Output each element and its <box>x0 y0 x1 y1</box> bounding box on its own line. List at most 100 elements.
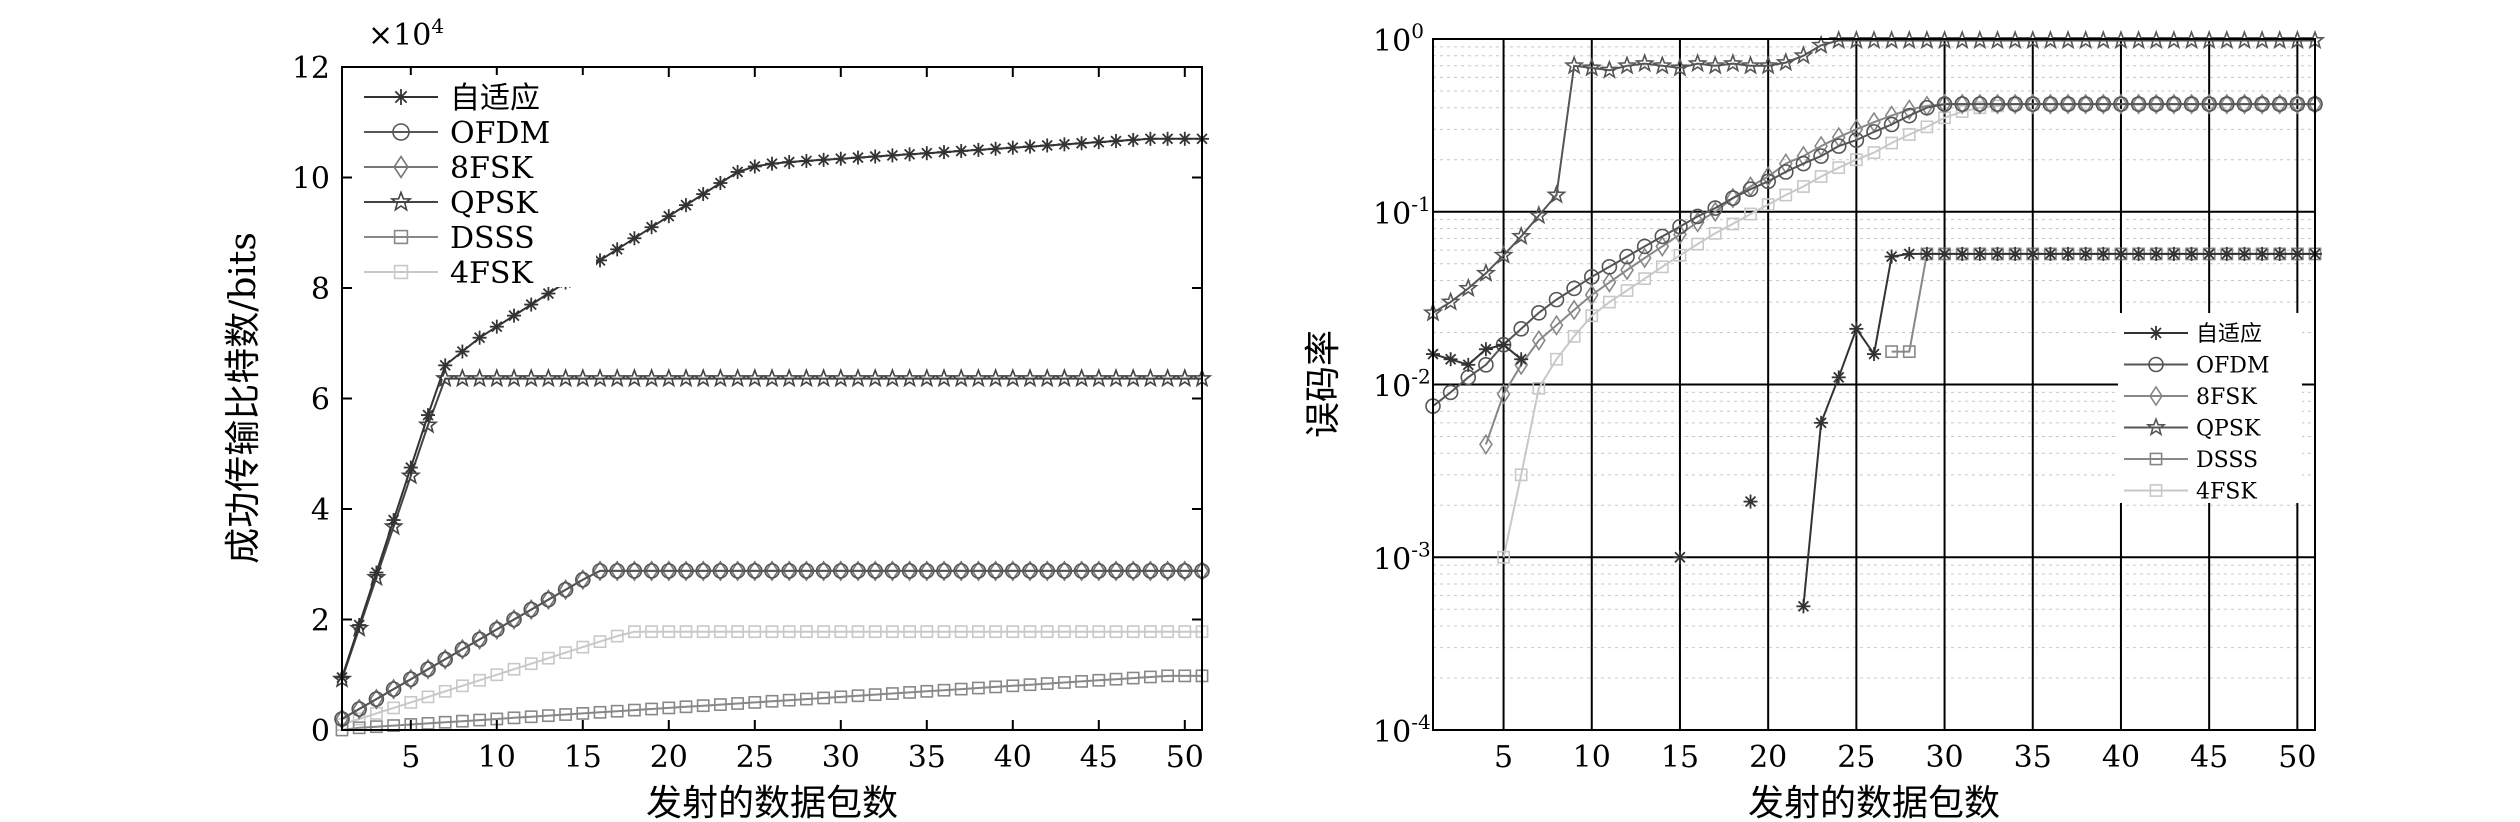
c1-point-OFDM-shape <box>420 661 436 678</box>
c1-point-QPSK <box>882 367 903 388</box>
c2-point-QPSK-shape <box>1528 204 1549 225</box>
c1-point-4FSK-shape <box>679 625 693 639</box>
c2-legend-marker <box>2149 484 2163 497</box>
c1-point-QPSK <box>1122 367 1144 388</box>
c1-point-自适应-stroke <box>508 310 520 322</box>
c2-point-OFDM-shape <box>2166 96 2182 112</box>
c1-point-4FSK-shape <box>1023 625 1037 639</box>
c2-point-OFDM <box>1901 107 1918 124</box>
c2-point-自适应-stroke <box>1480 343 1492 355</box>
c2-point-QPSK-shape <box>1951 29 1973 50</box>
c2-point-QPSK-shape <box>1546 184 1567 204</box>
c2-point-8FSK <box>1708 201 1723 223</box>
c2-point-QPSK-shape <box>2004 29 2026 50</box>
c1-legend-marker-shape <box>392 123 410 141</box>
c1-point-4FSK-shape <box>1006 625 1020 639</box>
c2-point-QPSK-shape <box>1881 29 1902 50</box>
c1-point-自适应 <box>851 150 865 165</box>
c2-point-8FSK-shape <box>2255 93 2269 115</box>
c2-point-OFDM-shape <box>2060 96 2076 112</box>
c2-point-OFDM-shape <box>1531 305 1547 321</box>
c1-point-8FSK <box>679 560 693 582</box>
c1-point-QPSK-shape <box>1174 367 1196 388</box>
c1-point-QPSK <box>950 367 972 388</box>
c2-point-8FSK <box>1955 93 1970 115</box>
c1-point-8FSK <box>1091 560 1106 582</box>
c1-point-4FSK <box>576 640 590 654</box>
c1-point-4FSK-shape <box>989 625 1002 639</box>
c1-point-DSSS <box>610 704 624 718</box>
c1-point-QPSK <box>710 367 731 388</box>
c1-point-DSSS <box>713 698 727 711</box>
c1-point-OFDM <box>712 563 729 579</box>
c2-point-8FSK <box>1496 383 1511 405</box>
c1-point-4FSK <box>885 625 899 639</box>
c1-point-QPSK <box>1054 367 1075 388</box>
c1-point-自适应 <box>1074 136 1089 151</box>
c2-point-自适应-stroke <box>2097 248 2109 260</box>
c1-point-QPSK-shape <box>486 367 508 388</box>
c2-y-tick-label: 10-2 <box>1373 365 1431 405</box>
c2-point-QPSK <box>1899 29 1920 50</box>
c2-point-OFDM-shape <box>1513 321 1529 337</box>
c2-point-OFDM-shape <box>1478 357 1494 373</box>
c1-point-QPSK <box>452 367 473 388</box>
c2-point-OFDM <box>1883 116 1900 133</box>
c2-point-OFDM <box>1972 96 1988 112</box>
c1-point-8FSK <box>644 560 659 582</box>
c1-point-8FSK-shape <box>1126 560 1141 582</box>
c1-point-QPSK-shape <box>916 367 938 388</box>
c1-point-OFDM-shape <box>936 563 952 579</box>
c2-point-4FSK <box>1902 128 1916 141</box>
c1-point-8FSK-shape <box>971 560 986 582</box>
c1-point-4FSK <box>713 625 727 639</box>
c1-point-QPSK <box>796 367 817 388</box>
c2-point-8FSK-shape <box>1955 93 1970 115</box>
c1-point-QPSK <box>589 367 611 388</box>
c2-point-8FSK <box>2166 93 2181 115</box>
c1-point-8FSK-shape <box>833 560 848 582</box>
c2-point-OFDM <box>1601 259 1618 275</box>
c1-point-DSSS-shape <box>507 711 521 725</box>
c2-point-OFDM-shape <box>2236 96 2253 112</box>
c1-point-4FSK-shape <box>920 625 934 639</box>
c1-point-QPSK-shape <box>675 367 697 388</box>
c2-point-4FSK <box>1638 272 1652 286</box>
c1-point-4FSK <box>696 625 710 639</box>
c1-point-自适应 <box>369 565 384 580</box>
c1-point-QPSK-shape <box>1105 367 1127 388</box>
c2-point-QPSK <box>1793 44 1814 65</box>
c2-point-8FSK-shape <box>1514 354 1529 376</box>
c2-point-自适应 <box>1478 342 1493 357</box>
c1-point-DSSS-shape <box>1058 676 1071 689</box>
c1-point-OFDM <box>678 563 694 579</box>
c1-legend-marker <box>392 123 410 141</box>
c1-point-8FSK <box>919 560 934 582</box>
c1-point-OFDM <box>987 563 1004 579</box>
c2-point-QPSK <box>1775 51 1797 72</box>
c2-point-自适应-stroke <box>2027 248 2039 260</box>
c2-point-自适应-stroke <box>1903 248 1915 260</box>
c1-legend-label: 4FSK <box>450 256 533 291</box>
c2-point-4FSK-shape <box>1550 352 1563 366</box>
c1-point-OFDM-shape <box>918 563 935 579</box>
c1-point-QPSK-shape <box>1088 367 1110 388</box>
c1-y-tick-label: 0 <box>311 714 330 749</box>
c2-point-OFDM <box>1513 321 1529 337</box>
c1-point-OFDM <box>1159 563 1176 579</box>
c2-point-8FSK-shape <box>2272 93 2287 115</box>
c1-point-4FSK-shape <box>799 625 813 639</box>
c2-point-QPSK <box>1705 55 1726 75</box>
c2-point-自适应-stroke <box>2185 248 2198 260</box>
c1-point-OFDM <box>488 621 505 638</box>
c1-point-QPSK <box>486 367 508 388</box>
c2-point-DSSS <box>1885 345 1899 359</box>
c2-point-QPSK-shape <box>1775 51 1797 72</box>
c1-point-4FSK-shape <box>1161 625 1174 639</box>
c1-point-DSSS <box>920 684 934 698</box>
c2-point-QPSK <box>1634 52 1655 73</box>
c1-x-axis-label: 发射的数据包数 <box>646 783 898 822</box>
c1-point-自适应-stroke <box>1076 137 1088 149</box>
